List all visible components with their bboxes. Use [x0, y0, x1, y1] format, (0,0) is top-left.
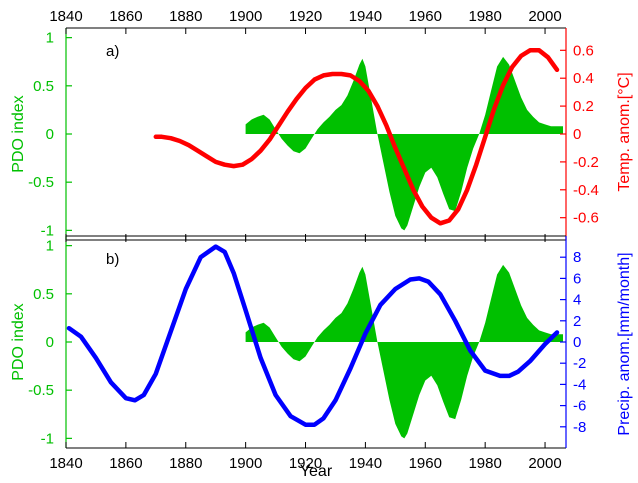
panel-label: b): [106, 251, 119, 268]
right-y-tick-label: 6: [573, 270, 581, 287]
left-y-tick-label: 0: [46, 334, 54, 351]
right-y-axis-title: Temp. anom.[°C]: [616, 72, 633, 191]
left-y-tick-label: -1: [41, 430, 54, 447]
right-y-tick-label: 0: [573, 334, 581, 351]
right-y-axis-title: Precip. anom.[mm/month]: [616, 252, 633, 435]
x-tick-label: 1940: [349, 8, 382, 25]
x-axis-title: Year: [300, 463, 333, 480]
right-y-tick-label: -2: [573, 355, 586, 372]
left-y-tick-label: 0: [46, 126, 54, 143]
left-y-tick-label: 1: [46, 238, 54, 255]
x-tick-label: 1900: [229, 455, 262, 472]
x-tick-label: 1860: [109, 8, 142, 25]
x-tick-label: 1840: [49, 455, 82, 472]
x-tick-label: 1900: [229, 8, 262, 25]
x-tick-label: 1960: [409, 8, 442, 25]
right-y-tick-label: -4: [573, 376, 586, 393]
temperature-anomaly-line: [153, 48, 560, 226]
right-y-tick-label: -0.2: [573, 154, 599, 171]
pdo-index-area: [245, 264, 563, 439]
left-y-tick-label: -1: [41, 222, 54, 239]
left-y-tick-label: 1: [46, 30, 54, 47]
x-tick-label: 1920: [289, 455, 322, 472]
right-y-tick-label: 0.2: [573, 98, 594, 115]
right-y-tick-label: 0: [573, 126, 581, 143]
precipitation-anomaly-line: [66, 244, 560, 427]
panel-label: a): [106, 43, 119, 60]
x-tick-label: 1980: [468, 455, 501, 472]
x-tick-label: 1840: [49, 8, 82, 25]
right-y-tick-label: 8: [573, 249, 581, 266]
x-tick-label: 1860: [109, 455, 142, 472]
right-y-tick-label: -0.4: [573, 182, 599, 199]
x-tick-label: 1920: [289, 8, 322, 25]
left-y-tick-label: 0.5: [33, 78, 54, 95]
pdo-index-area: [245, 56, 563, 231]
x-tick-label: 1880: [169, 8, 202, 25]
right-y-tick-label: -8: [573, 419, 586, 436]
left-y-axis-title: PDO index: [10, 303, 27, 380]
right-y-tick-label: 0.4: [573, 70, 594, 87]
left-y-tick-label: -0.5: [28, 382, 54, 399]
left-y-tick-label: -0.5: [28, 174, 54, 191]
x-tick-label: 1960: [409, 455, 442, 472]
x-tick-label: 2000: [528, 455, 561, 472]
right-y-tick-label: 2: [573, 313, 581, 330]
right-y-tick-label: 4: [573, 292, 581, 309]
x-tick-label: 1880: [169, 455, 202, 472]
x-tick-label: 1980: [468, 8, 501, 25]
right-y-tick-label: 0.6: [573, 42, 594, 59]
right-y-tick-label: -6: [573, 398, 586, 415]
right-y-tick-label: -0.6: [573, 210, 599, 227]
left-y-axis-title: PDO index: [10, 95, 27, 172]
left-y-tick-label: 0.5: [33, 286, 54, 303]
x-tick-label: 2000: [528, 8, 561, 25]
x-tick-label: 1940: [349, 455, 382, 472]
